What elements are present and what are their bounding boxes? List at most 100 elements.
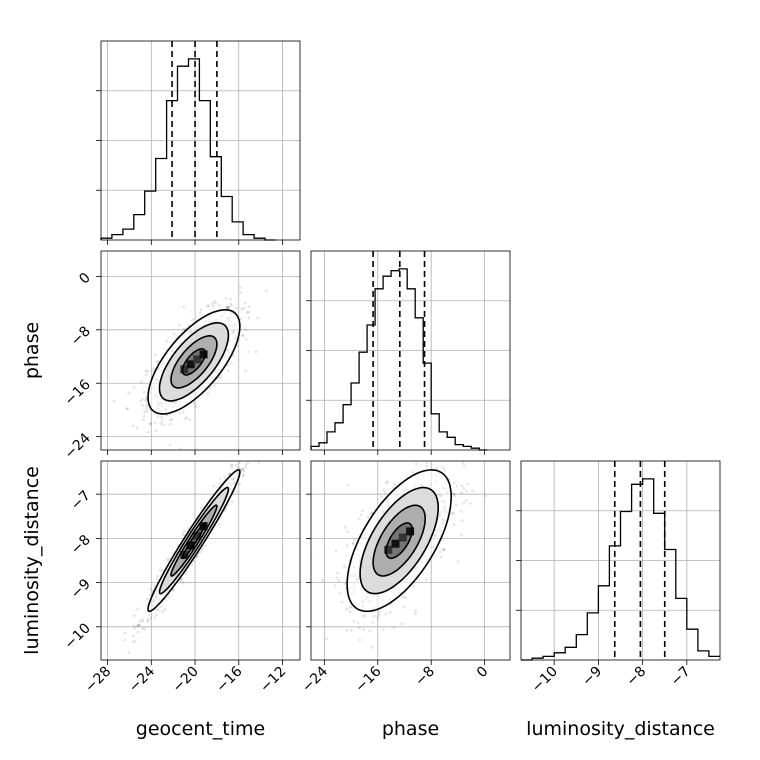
sample-point	[153, 616, 157, 619]
contour-line	[372, 504, 427, 577]
sample-point	[182, 411, 185, 414]
sample-point	[137, 623, 141, 627]
sample-point	[157, 608, 161, 612]
sample-point	[204, 544, 208, 548]
sample-point	[158, 568, 162, 572]
sample-point	[241, 473, 245, 477]
sample-point	[206, 392, 210, 396]
sample-point	[464, 499, 468, 502]
sample-point	[456, 560, 460, 563]
sample-point	[253, 439, 256, 442]
sample-point	[389, 610, 392, 614]
sample-point	[346, 483, 349, 487]
sample-point	[146, 620, 149, 623]
sample-point	[255, 350, 258, 353]
sample-point	[358, 638, 362, 642]
x-tick-label: −20	[170, 664, 202, 696]
sample-point	[255, 452, 258, 455]
sample-point	[224, 296, 228, 300]
sample-point	[230, 463, 233, 467]
sample-point	[127, 391, 130, 395]
sample-point	[134, 639, 137, 643]
density-peak	[199, 522, 208, 531]
sample-point	[126, 407, 129, 410]
sample-point	[370, 645, 374, 649]
x-axis-label-phase: phase	[382, 718, 439, 740]
sample-point	[346, 530, 350, 534]
density-peak	[180, 365, 189, 374]
sample-point	[256, 316, 260, 320]
sample-point	[230, 362, 234, 365]
sample-point	[335, 571, 339, 575]
x-tick-label: −24	[126, 663, 158, 695]
sample-point	[154, 613, 158, 617]
sample-point	[181, 532, 185, 536]
sample-point	[142, 415, 146, 418]
sample-point	[141, 397, 144, 401]
sample-point	[257, 461, 261, 464]
sample-point	[393, 482, 396, 486]
sample-point	[211, 302, 214, 305]
scatter-panel-geocent_time-luminosity_distance	[123, 439, 264, 655]
sample-point	[455, 484, 459, 488]
sample-point	[383, 491, 387, 494]
sample-point	[136, 630, 140, 634]
sample-point	[443, 468, 447, 472]
sample-point	[178, 323, 181, 327]
sample-point	[137, 623, 141, 627]
sample-point	[424, 578, 428, 581]
sample-point	[136, 607, 140, 611]
sample-point	[261, 441, 264, 444]
sample-point	[247, 305, 251, 308]
sample-point	[242, 469, 246, 473]
sample-point	[462, 501, 466, 505]
histogram-phase	[310, 268, 488, 451]
sample-point	[246, 461, 250, 465]
sample-point	[412, 585, 415, 588]
sample-point	[131, 640, 135, 644]
sample-point	[151, 369, 155, 373]
sample-point	[145, 407, 149, 410]
contour-line	[385, 522, 414, 560]
sample-point	[435, 466, 439, 470]
x-axis-label-luminosity_distance: luminosity_distance	[526, 718, 715, 740]
sample-point	[464, 489, 468, 493]
sample-point	[161, 610, 165, 614]
sample-point	[218, 477, 222, 481]
sample-point	[158, 605, 162, 609]
sample-point	[358, 626, 362, 630]
sample-point	[141, 619, 145, 623]
sample-point	[370, 511, 374, 515]
panel-content	[123, 439, 264, 655]
x-tick-label: −8	[624, 664, 650, 690]
density-peak	[391, 539, 400, 548]
sample-point	[230, 464, 234, 467]
sample-point	[156, 414, 160, 418]
sample-point	[239, 291, 243, 294]
sample-point	[148, 422, 152, 426]
sample-point	[199, 308, 203, 311]
x-tick-label: −7	[668, 664, 694, 690]
sample-point	[461, 461, 465, 464]
sample-point	[381, 627, 385, 631]
sample-point	[230, 500, 234, 504]
contour-line	[359, 486, 440, 595]
sample-point	[154, 429, 158, 433]
sample-point	[132, 624, 136, 628]
sample-point	[132, 634, 135, 638]
sample-point	[382, 488, 385, 492]
sample-point	[258, 444, 261, 447]
sample-point	[199, 551, 203, 554]
sample-point	[441, 466, 445, 470]
sample-point	[350, 605, 353, 608]
sample-point	[141, 404, 145, 407]
sample-point	[234, 463, 238, 467]
y-axis-label-phase: phase	[21, 322, 43, 379]
y-axis-label-luminosity_distance: luminosity_distance	[21, 466, 43, 655]
x-tick-label: −8	[412, 664, 438, 690]
sample-point	[132, 386, 136, 389]
sample-point	[241, 474, 245, 478]
sample-point	[144, 399, 148, 402]
sample-point	[402, 605, 405, 609]
sample-point	[182, 581, 185, 585]
